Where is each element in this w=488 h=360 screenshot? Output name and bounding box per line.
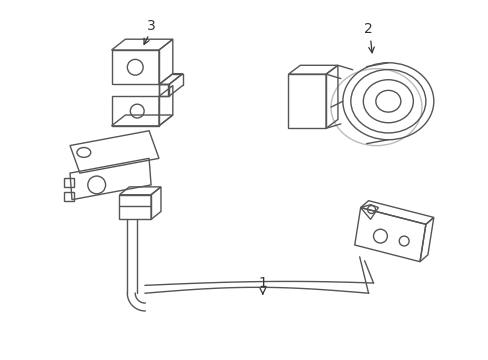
Bar <box>111 96 159 126</box>
Bar <box>64 192 74 201</box>
Text: 1: 1 <box>258 276 266 291</box>
Bar <box>288 74 325 128</box>
Bar <box>111 50 159 85</box>
Bar <box>64 178 74 187</box>
Text: 3: 3 <box>146 19 155 33</box>
Bar <box>159 85 167 96</box>
Bar <box>119 195 151 219</box>
Text: 2: 2 <box>364 22 372 36</box>
